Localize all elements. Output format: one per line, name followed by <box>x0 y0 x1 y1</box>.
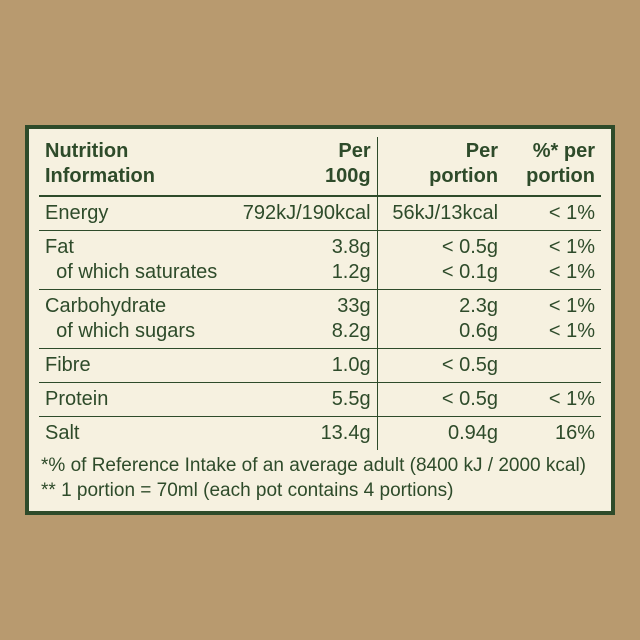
table-row: Protein 5.5g < 0.5g < 1% <box>39 382 601 416</box>
row-label: Energy <box>39 196 223 231</box>
footnotes: *% of Reference Intake of an average adu… <box>39 454 601 503</box>
col-header-per100: Per100g <box>223 137 377 196</box>
row-label: Fibre <box>39 348 223 382</box>
table-row: Carbohydrate of which sugars 33g8.2g 2.3… <box>39 289 601 348</box>
row-label: Carbohydrate of which sugars <box>39 289 223 348</box>
row-portion: < 0.5g <box>377 382 504 416</box>
row-pct: < 1%< 1% <box>504 289 601 348</box>
row-per100: 792kJ/190kcal <box>223 196 377 231</box>
table-row: Fibre 1.0g < 0.5g <box>39 348 601 382</box>
row-portion: 0.94g <box>377 416 504 450</box>
table-row: Fat of which saturates 3.8g1.2g < 0.5g< … <box>39 230 601 289</box>
table-row: Salt 13.4g 0.94g 16% <box>39 416 601 450</box>
footnote-portion: ** 1 portion = 70ml (each pot contains 4… <box>41 479 599 504</box>
table-header-row: NutritionInformation Per100g Perportion … <box>39 137 601 196</box>
row-portion: 56kJ/13kcal <box>377 196 504 231</box>
nutrition-table: NutritionInformation Per100g Perportion … <box>39 137 601 450</box>
row-pct: 16% <box>504 416 601 450</box>
row-per100: 13.4g <box>223 416 377 450</box>
row-per100: 33g8.2g <box>223 289 377 348</box>
table-row: Energy 792kJ/190kcal 56kJ/13kcal < 1% <box>39 196 601 231</box>
row-portion: < 0.5g< 0.1g <box>377 230 504 289</box>
row-pct: < 1% <box>504 382 601 416</box>
row-label: Protein <box>39 382 223 416</box>
row-pct <box>504 348 601 382</box>
row-portion: < 0.5g <box>377 348 504 382</box>
col-header-nutrition: NutritionInformation <box>39 137 223 196</box>
row-portion: 2.3g0.6g <box>377 289 504 348</box>
row-pct: < 1% <box>504 196 601 231</box>
footnote-ri: *% of Reference Intake of an average adu… <box>41 454 599 479</box>
col-header-portion: Perportion <box>377 137 504 196</box>
row-label: Salt <box>39 416 223 450</box>
nutrition-panel: NutritionInformation Per100g Perportion … <box>25 125 615 515</box>
row-per100: 5.5g <box>223 382 377 416</box>
row-per100: 1.0g <box>223 348 377 382</box>
row-label: Fat of which saturates <box>39 230 223 289</box>
row-per100: 3.8g1.2g <box>223 230 377 289</box>
col-header-pct: %* perportion <box>504 137 601 196</box>
row-pct: < 1%< 1% <box>504 230 601 289</box>
